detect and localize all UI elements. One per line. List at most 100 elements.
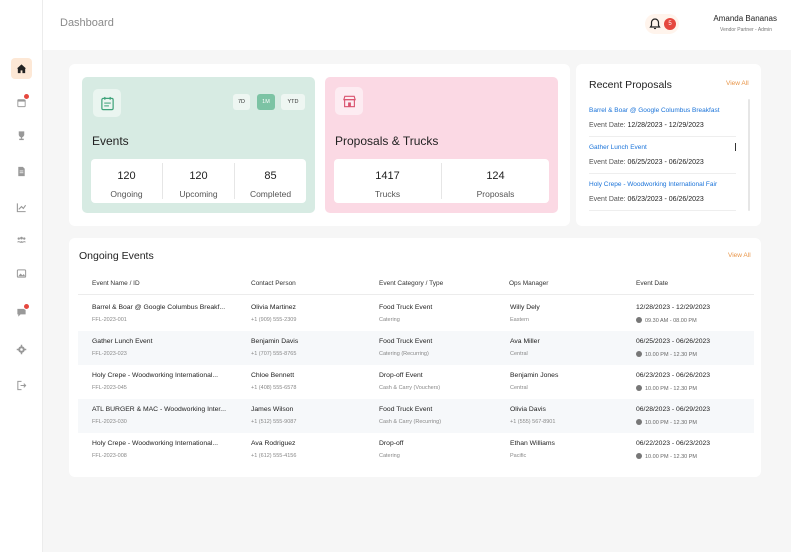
event-name-cell: Gather Lunch Event FFL-2023-023 — [92, 338, 152, 357]
proposal-name[interactable]: Barrel & Boar @ Google Columbus Breakfas… — [589, 107, 720, 114]
sidebar-item-trophy[interactable] — [11, 125, 32, 146]
ops-manager: Ethan Williams — [510, 440, 555, 447]
contact-name: Benjamin Davis — [251, 338, 299, 345]
table-header: Event Name / ID Contact Person Event Cat… — [78, 273, 754, 295]
column-header[interactable]: Contact Person — [251, 280, 296, 287]
recent-proposals-view-all-link[interactable]: View All — [726, 80, 749, 87]
sidebar-item-users[interactable] — [11, 229, 32, 250]
events-stats: 120 Ongoing 120 Upcoming 85 Completed — [91, 159, 306, 203]
trophy-icon — [18, 131, 25, 141]
event-name[interactable]: Gather Lunch Event — [92, 338, 153, 345]
notifications-button[interactable]: 5 — [645, 14, 679, 34]
event-dates: 06/25/2023 - 06/26/2023 — [636, 338, 711, 345]
range-7d-button[interactable]: 7D — [233, 94, 250, 110]
chart-icon — [16, 203, 27, 213]
proposal-item[interactable]: Gather Lunch Event Event Date: 06/25/202… — [589, 144, 749, 166]
sidebar — [0, 0, 43, 552]
event-id: FFL-2023-001 — [92, 317, 127, 323]
proposal-name[interactable]: Gather Lunch Event — [589, 144, 647, 151]
table-row[interactable]: Holy Crepe - Woodworking International..… — [78, 365, 754, 399]
contact-phone: +1 (909) 555-2309 — [251, 317, 297, 323]
ops-region: Central — [510, 385, 528, 391]
category-cell: Food Truck Event Catering (Recurring) — [379, 338, 432, 357]
stat-proposals[interactable]: 124 Proposals — [442, 163, 549, 199]
proposals-stats: 1417 Trucks 124 Proposals — [334, 159, 549, 203]
stat-upcoming[interactable]: 120 Upcoming — [163, 163, 235, 199]
settings-icon — [16, 344, 27, 355]
event-name-cell: Holy Crepe - Woodworking International..… — [92, 372, 218, 391]
sidebar-item-media[interactable] — [11, 263, 32, 284]
sidebar-item-events[interactable] — [11, 92, 32, 113]
date-cell: 06/22/2023 - 06/23/2023 10.00 PM - 12.30 … — [636, 440, 710, 460]
event-time-text: 10.00 PM - 12.30 PM — [645, 352, 697, 358]
event-name[interactable]: Barrel & Boar @ Google Columbus Breakf..… — [92, 304, 226, 311]
ongoing-events-view-all-link[interactable]: View All — [728, 252, 751, 259]
date-cell: 06/23/2023 - 06/26/2023 10.00 PM - 12.30 … — [636, 372, 710, 392]
sidebar-badge — [23, 93, 30, 100]
contact-name: James Wilson — [251, 406, 294, 413]
calendar-list-icon — [100, 96, 114, 110]
event-type: Cash & Carry (Vouchers) — [379, 385, 441, 391]
events-card-title: Events — [92, 134, 129, 148]
chat-icon — [17, 308, 26, 317]
ops-region: Eastern — [510, 317, 529, 323]
column-header[interactable]: Event Category / Type — [379, 280, 444, 287]
ops-region: Pacific — [510, 453, 527, 459]
manager-cell: Ethan Williams Pacific — [510, 440, 555, 459]
text-cursor — [735, 143, 736, 151]
event-category: Food Truck Event — [379, 304, 433, 311]
contact-cell: Benjamin Davis +1 (707) 555-8765 — [251, 338, 298, 357]
event-category: Drop-off — [379, 440, 404, 447]
event-time-text: 09.30 AM - 08.00 PM — [645, 318, 697, 324]
table-row[interactable]: Gather Lunch Event FFL-2023-023 Benjamin … — [78, 331, 754, 365]
contact-cell: Chloe Bennett +1 (408) 555-6578 — [251, 372, 296, 391]
event-name-cell: Holy Crepe - Woodworking International..… — [92, 440, 218, 459]
stat-trucks[interactable]: 1417 Trucks — [334, 163, 442, 199]
summary-panel: 7D 1M YTD Events 120 Ongoing 120 Upcomin… — [69, 64, 570, 226]
event-name[interactable]: ATL BURGER & MAC - Woodworking Inter... — [92, 406, 226, 413]
stat-completed[interactable]: 85 Completed — [235, 163, 306, 199]
proposal-item[interactable]: Barrel & Boar @ Google Columbus Breakfas… — [589, 107, 749, 129]
category-cell: Food Truck Event Cash & Carry (Recurring) — [379, 406, 441, 425]
column-header[interactable]: Ops Manager — [509, 280, 549, 287]
table-row[interactable]: ATL BURGER & MAC - Woodworking Inter... F… — [78, 399, 754, 433]
user-name[interactable]: Amanda Bananas — [713, 14, 777, 23]
sidebar-item-settings[interactable] — [11, 339, 32, 360]
event-category: Food Truck Event — [379, 406, 433, 413]
column-header[interactable]: Event Date — [636, 280, 669, 287]
user-role: Vendor Partner - Admin — [720, 27, 772, 33]
event-name[interactable]: Holy Crepe - Woodworking International..… — [92, 440, 219, 447]
table-row[interactable]: Barrel & Boar @ Google Columbus Breakf..… — [78, 297, 754, 331]
recent-proposals-scrollbar[interactable] — [748, 99, 750, 211]
proposal-date-label: Event Date: — [589, 196, 626, 203]
event-name[interactable]: Holy Crepe - Woodworking International..… — [92, 372, 219, 379]
stat-ongoing[interactable]: 120 Ongoing — [91, 163, 163, 199]
users-icon — [16, 236, 27, 243]
event-time: 10.00 PM - 12.30 PM — [636, 351, 710, 358]
page-title: Dashboard — [60, 17, 114, 29]
proposal-name[interactable]: Holy Crepe - Woodworking International F… — [589, 181, 718, 188]
ops-manager: Olivia Davis — [510, 406, 546, 413]
sidebar-item-reports[interactable] — [11, 197, 32, 218]
range-1m-button[interactable]: 1M — [257, 94, 275, 110]
sidebar-item-documents[interactable] — [11, 161, 32, 182]
event-id: FFL-2023-023 — [92, 351, 127, 357]
sidebar-item-home[interactable] — [11, 58, 32, 79]
ops-manager: Ava Miller — [510, 338, 540, 345]
sidebar-item-logout[interactable] — [11, 375, 32, 396]
sidebar-item-messages[interactable] — [11, 302, 32, 323]
range-ytd-button[interactable]: YTD — [281, 94, 305, 110]
manager-cell: Willy Dely Eastern — [510, 304, 540, 323]
date-cell: 12/28/2023 - 12/29/2023 09.30 AM - 08.00 … — [636, 304, 710, 324]
contact-cell: Olivia Martinez +1 (909) 555-2309 — [251, 304, 296, 323]
bell-icon — [649, 18, 661, 30]
proposal-item[interactable]: Holy Crepe - Woodworking International F… — [589, 181, 749, 203]
date-cell: 06/28/2023 - 06/29/2023 10.00 PM - 12.30 … — [636, 406, 710, 426]
clock-icon — [636, 419, 642, 425]
category-cell: Drop-off Catering — [379, 440, 403, 459]
table-row[interactable]: Holy Crepe - Woodworking International..… — [78, 433, 754, 467]
event-name-cell: Barrel & Boar @ Google Columbus Breakf..… — [92, 304, 225, 323]
stat-value: 120 — [189, 170, 208, 182]
column-header[interactable]: Event Name / ID — [92, 280, 140, 287]
event-category: Drop-off Event — [379, 372, 423, 379]
